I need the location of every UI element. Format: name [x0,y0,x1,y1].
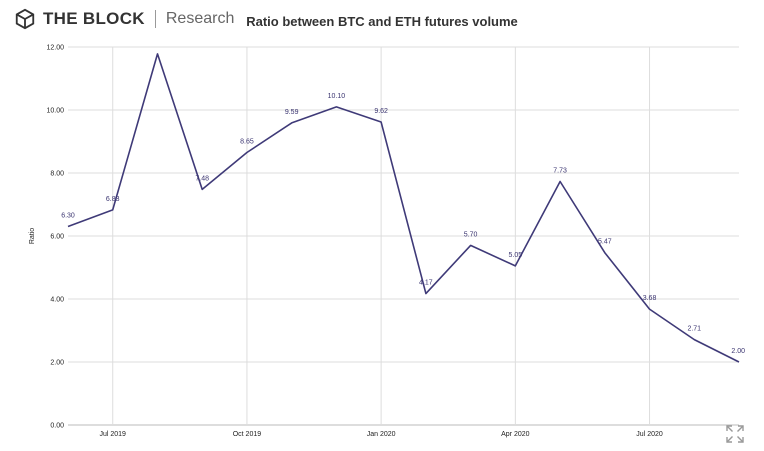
x-tick-label: Jan 2020 [367,431,396,438]
x-tick-label: Jul 2019 [99,431,126,438]
data-label: 5.05 [509,252,523,259]
x-tick-label: Oct 2019 [233,431,262,438]
data-label: 3.68 [643,295,657,302]
y-tick-label: 6.00 [50,234,64,241]
data-label: 2.71 [687,326,701,333]
x-tick-label: Apr 2020 [501,431,530,438]
data-label: 6.30 [61,213,75,220]
data-label: 9.62 [374,108,388,115]
data-label: 4.17 [419,280,433,287]
x-tick-label: Jul 2020 [636,431,663,438]
y-axis-label: Ratio [29,228,36,244]
chart-title: Ratio between BTC and ETH futures volume [246,14,518,29]
brand: THE BLOCK Research [14,8,234,30]
y-tick-label: 10.00 [46,108,64,115]
chart-title-wrap: Ratio between BTC and ETH futures volume [0,14,764,29]
expand-icon[interactable] [726,425,744,443]
data-label: 5.70 [464,231,478,238]
brand-name: THE BLOCK [43,9,145,28]
data-label: 7.73 [553,168,567,175]
y-tick-label: 8.00 [50,171,64,178]
data-label: 6.83 [106,196,120,203]
data-label: 9.59 [285,109,299,116]
brand-subtitle: Research [165,10,235,27]
data-label: 10.10 [328,93,346,100]
series-line [67,53,740,363]
y-tick-label: 0.00 [50,423,64,430]
brand-divider [154,10,156,28]
cube-logo-icon [15,8,35,30]
data-label: 2.00 [731,348,745,355]
y-tick-label: 2.00 [50,360,64,367]
data-label: 7.48 [195,175,209,182]
y-tick-label: 4.00 [50,297,64,304]
y-tick-label: 12.00 [46,45,64,52]
data-label: 5.47 [598,239,612,246]
data-label: 8.65 [240,139,254,146]
